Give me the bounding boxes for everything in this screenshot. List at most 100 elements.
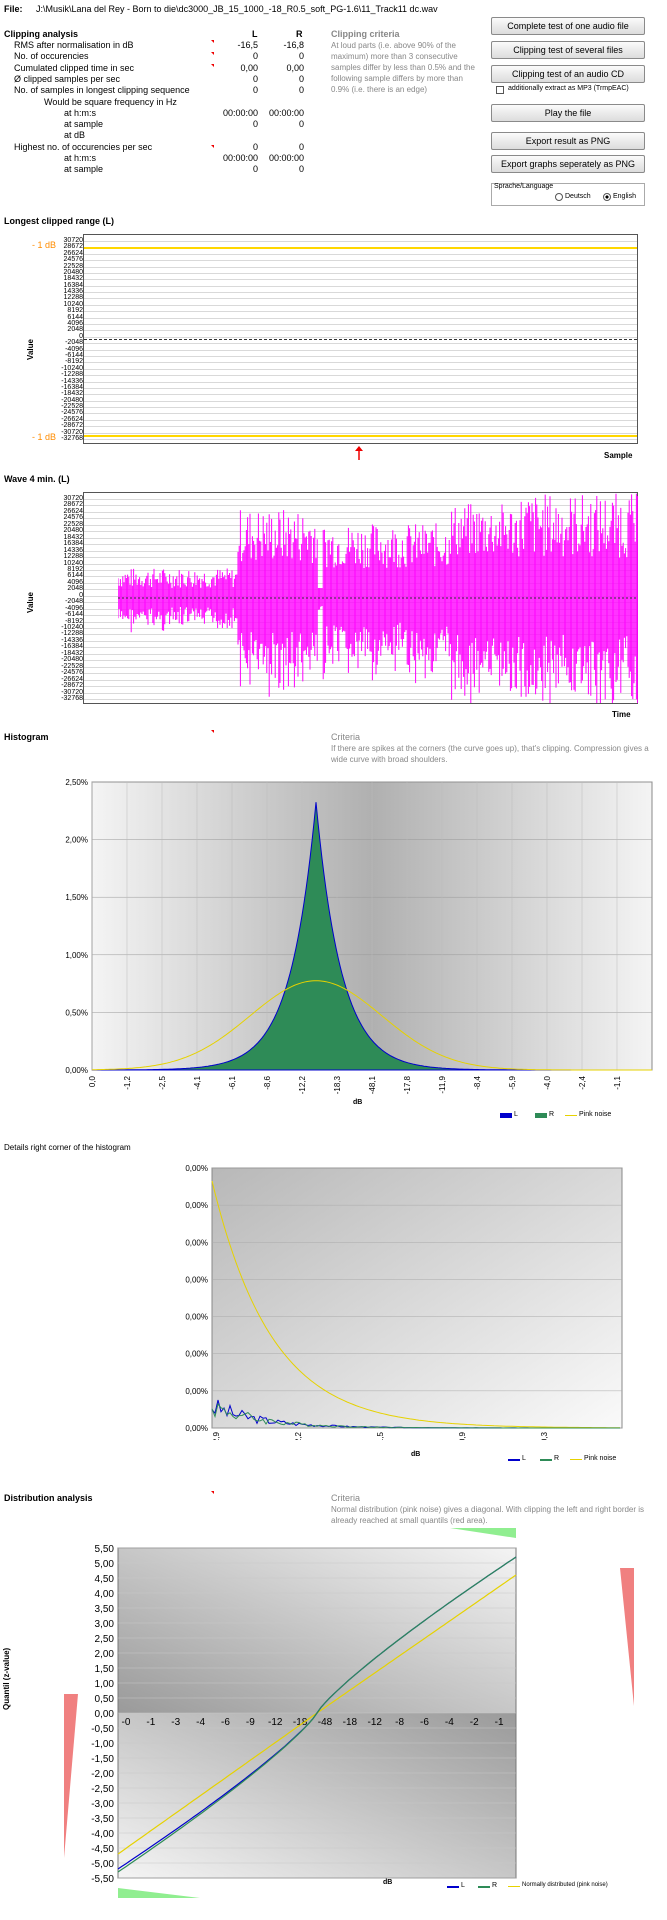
y-tick-label: -2048 bbox=[65, 339, 83, 347]
y-tick-label: 1,50 bbox=[95, 1664, 115, 1675]
language-title: Sprache/Language bbox=[494, 183, 554, 190]
distribution-xlabel: dB bbox=[383, 1879, 393, 1886]
legend-r: R bbox=[549, 1111, 555, 1118]
x-tick-label: -48 bbox=[318, 1717, 333, 1728]
grid-line bbox=[84, 368, 637, 370]
y-tick-label: -2048 bbox=[65, 598, 83, 606]
y-tick-label: 0,00% bbox=[65, 1066, 88, 1075]
zero-line bbox=[84, 339, 637, 340]
sample-arrow-icon bbox=[355, 446, 363, 460]
db-label-bottom: - 1 dB bbox=[32, 432, 57, 442]
grid-line bbox=[84, 253, 637, 255]
grid-line bbox=[84, 419, 637, 421]
grid-line bbox=[84, 666, 637, 668]
x-tick-label: -2 bbox=[470, 1717, 479, 1728]
y-tick-label: -32768 bbox=[61, 695, 83, 702]
clip-row-r-value: 0 bbox=[298, 141, 304, 152]
grid-line bbox=[84, 400, 637, 402]
grid-line bbox=[84, 324, 637, 326]
dist-legend-pink: Normally distributed (pink noise) bbox=[522, 1882, 608, 1888]
y-tick-label: -24576 bbox=[61, 669, 83, 677]
x-tick-label: -8,4 bbox=[473, 1075, 482, 1089]
play-file-button[interactable]: Play the file bbox=[491, 104, 645, 122]
clip-row-r-value: 0 bbox=[298, 164, 304, 175]
y-tick-label: -8192 bbox=[65, 617, 83, 625]
grid-line bbox=[84, 686, 637, 688]
y-tick-label: -0,50 bbox=[91, 1724, 114, 1735]
x-tick-label: -6 bbox=[221, 1717, 230, 1728]
grid-line bbox=[84, 330, 637, 332]
y-tick-label: 20480 bbox=[63, 527, 83, 535]
clip-row-r-value: 0 bbox=[298, 85, 304, 96]
x-tick-label: -4,1 bbox=[193, 1075, 202, 1089]
x-tick-label: -1,1 bbox=[613, 1075, 622, 1089]
clip-row-l-value: 00:00:00 bbox=[222, 153, 258, 163]
x-tick-label: -1 bbox=[146, 1717, 155, 1728]
y-tick-label: 3,00 bbox=[95, 1619, 115, 1630]
grid-line bbox=[84, 362, 637, 364]
y-tick-label: -18432 bbox=[61, 390, 83, 398]
clip-row-r-value: 0,00 bbox=[286, 62, 304, 73]
clip-row-l-value: 0 bbox=[252, 51, 258, 62]
y-tick-label: 0,00 bbox=[95, 1709, 115, 1720]
clip-row-l-value: 0 bbox=[252, 164, 258, 175]
complete-test-button[interactable]: Complete test of one audio file bbox=[491, 17, 645, 35]
deutsch-radio[interactable] bbox=[555, 193, 563, 201]
x-tick-label: -2,5 bbox=[158, 1075, 167, 1089]
clip-threshold-line bbox=[84, 247, 637, 249]
grid-line bbox=[84, 499, 637, 500]
x-tick-label: -12 bbox=[368, 1717, 383, 1728]
details-xlabel: dB bbox=[411, 1451, 421, 1458]
distribution-criteria-title: Criteria bbox=[331, 1493, 361, 1503]
y-tick-label: -30720 bbox=[61, 428, 83, 436]
clip-row-l-value: 0 bbox=[252, 73, 258, 84]
clip-row-l-value: -16,5 bbox=[237, 40, 258, 50]
dist-legend-pink-swatch bbox=[508, 1886, 520, 1887]
clipping-analysis-title: Clipping analysis bbox=[4, 29, 79, 39]
wave-xlabel: Time bbox=[612, 710, 631, 719]
y-tick-label: 14336 bbox=[63, 546, 83, 554]
y-tick-label: 2048 bbox=[67, 585, 83, 593]
mp3-checkbox[interactable] bbox=[496, 86, 504, 94]
details-legend-l-swatch bbox=[508, 1459, 520, 1461]
criteria-title: Clipping criteria bbox=[331, 29, 400, 39]
grid-line bbox=[84, 518, 637, 520]
clip-row-l-value: 0 bbox=[252, 119, 258, 130]
y-tick-label: -26624 bbox=[61, 675, 83, 683]
dist-legend-r: R bbox=[492, 1882, 498, 1889]
y-tick-label: 0 bbox=[79, 332, 83, 340]
clip-row-label: Ø clipped samples per sec bbox=[14, 73, 121, 84]
y-tick-label: 8192 bbox=[67, 565, 83, 573]
y-tick-label: 6144 bbox=[67, 572, 83, 580]
distribution-criteria-text: Normal distribution (pink noise) gives a… bbox=[331, 1505, 645, 1525]
details-title: Details right corner of the histogram bbox=[4, 1143, 131, 1152]
y-tick-label: 0,00% bbox=[185, 1164, 208, 1173]
audio-cd-button[interactable]: Clipping test of an audio CD bbox=[491, 65, 645, 83]
grid-line bbox=[84, 699, 637, 700]
y-tick-label: -2,00 bbox=[91, 1769, 114, 1780]
y-tick-label: 16384 bbox=[63, 540, 83, 548]
comment-marker-icon bbox=[211, 145, 214, 148]
details-legend-r-swatch bbox=[540, 1459, 552, 1461]
x-tick-label: -2,2 bbox=[294, 1431, 303, 1440]
file-label: File: bbox=[4, 4, 23, 14]
grid-line bbox=[84, 660, 637, 662]
several-files-button[interactable]: Clipping test of several files bbox=[491, 41, 645, 59]
clip-row-r-value: 00:00:00 bbox=[268, 153, 304, 163]
y-tick-label: 22528 bbox=[63, 262, 83, 270]
export-graphs-button[interactable]: Export graphs seperately as PNG bbox=[491, 155, 645, 173]
y-tick-label: 16384 bbox=[63, 281, 83, 289]
english-radio[interactable] bbox=[603, 193, 611, 201]
y-tick-label: 1,00% bbox=[65, 951, 88, 960]
y-tick-label: 1,00 bbox=[95, 1679, 115, 1690]
grid-line bbox=[84, 647, 637, 649]
histogram-xlabel: dB bbox=[353, 1099, 363, 1106]
y-tick-label: 10240 bbox=[63, 559, 83, 567]
x-tick-label: -1 bbox=[495, 1717, 504, 1728]
y-tick-label: 3,50 bbox=[95, 1604, 115, 1615]
clip-row-label: at dB bbox=[64, 130, 86, 141]
grid-line bbox=[84, 557, 637, 559]
y-tick-label: -30720 bbox=[61, 688, 83, 696]
y-tick-label: 24576 bbox=[63, 256, 83, 264]
export-png-button[interactable]: Export result as PNG bbox=[491, 132, 645, 150]
